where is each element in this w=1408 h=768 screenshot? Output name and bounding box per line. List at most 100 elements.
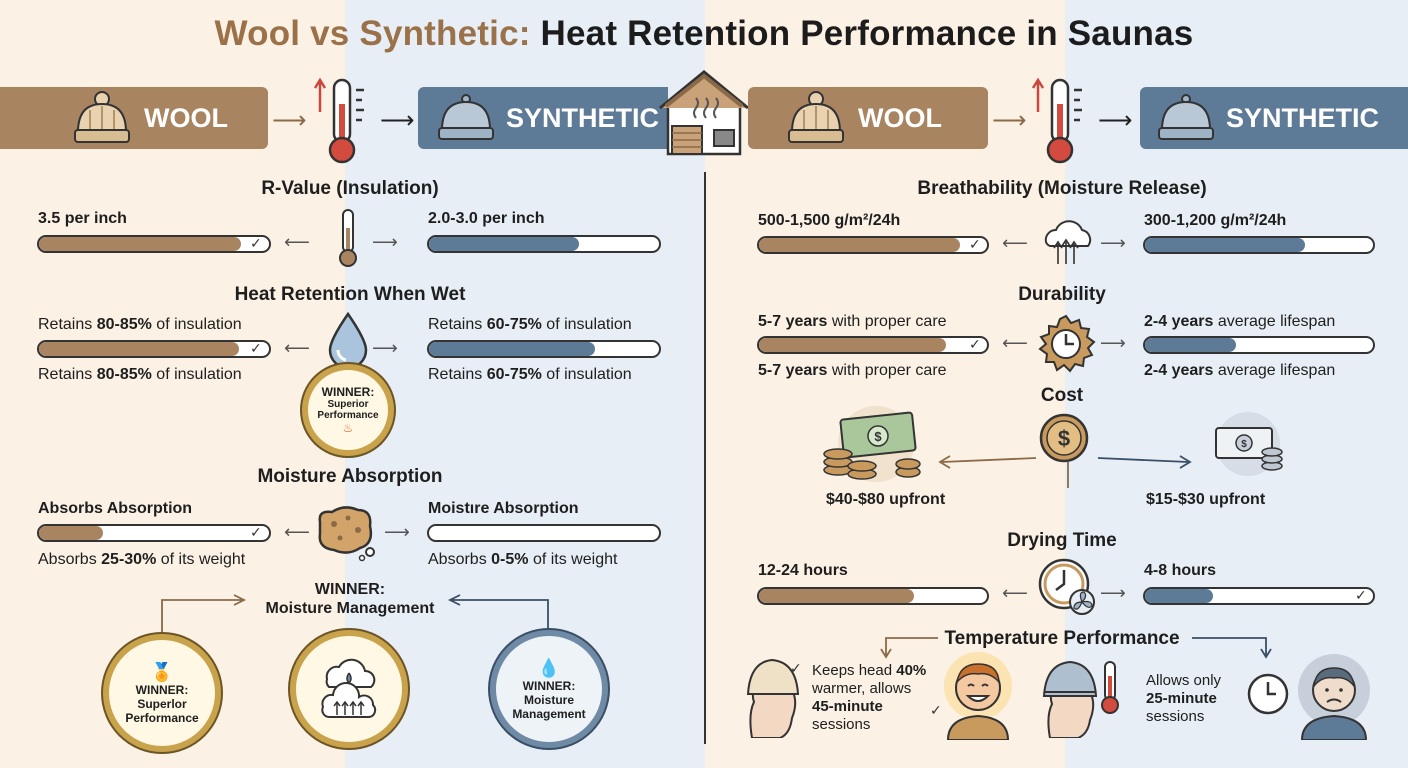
synthetic-hat-icon	[438, 94, 494, 140]
person-wool-hat-icon	[746, 658, 800, 738]
arrow-right-icon: ⟶	[372, 338, 398, 358]
synthetic-drying-text: 4-8 hours	[1144, 562, 1217, 579]
svg-text:$: $	[874, 429, 882, 444]
synthetic-banner-right: SYNTHETIC	[1140, 87, 1408, 149]
rvalue-title: R-Value (Insulation)	[261, 178, 439, 199]
check-icon: ✓	[250, 340, 262, 356]
check-icon: ✓	[930, 702, 942, 718]
arrow-right-icon: ⟶	[384, 522, 410, 542]
arrow-right-icon: ⟶	[372, 232, 398, 252]
wool-wet-text-bottom: Retains 80-85% of insulation	[38, 366, 242, 383]
wool-hat-icon	[788, 91, 844, 143]
wool-rvalue-bar	[37, 235, 271, 253]
water-drop-icon	[328, 312, 368, 370]
clock-icon	[1247, 673, 1289, 715]
winner-medal-cloud	[290, 630, 408, 748]
wool-banner-right: WOOL	[748, 87, 988, 149]
sad-person-icon	[1298, 654, 1370, 740]
arrow-left-icon: ⟵	[284, 338, 310, 358]
wool-moisture-bar	[37, 524, 271, 542]
arrow-left-icon: ⟵	[284, 522, 310, 542]
synthetic-durability-bar	[1143, 336, 1375, 354]
wool-moisture-label: Absorbs Absorption	[38, 500, 193, 517]
winner-connector-arrows	[161, 594, 549, 634]
wool-label: WOOL	[144, 102, 228, 133]
cash-small-icon: $	[1215, 412, 1283, 476]
synthetic-drying-bar	[1143, 587, 1375, 605]
arrow-left-icon: ⟵	[1002, 583, 1028, 603]
arrow-right-icon: ⟶	[1100, 233, 1126, 253]
wool-durability-text-bottom: 5-7 years with proper care	[758, 362, 947, 379]
happy-person-icon	[944, 652, 1012, 740]
arrow-right-icon: ⟶	[380, 107, 415, 134]
synthetic-cost-text: $15-$30 upfront	[1146, 491, 1266, 508]
wool-durability-bar	[757, 336, 989, 354]
wool-breath-text: 500-1,500 g/m²/24h	[758, 212, 901, 229]
flame-icon: ♨	[342, 421, 354, 435]
check-icon: ✓	[969, 336, 981, 352]
synthetic-wet-text-top: Retains 60-75% of insulation	[428, 316, 632, 333]
wool-temp-text: Keeps head 40% warmer, allows 45-minute …	[812, 662, 927, 733]
synthetic-wet-bar	[427, 340, 661, 358]
cost-connector-arrows	[938, 455, 1192, 488]
winner-badge-performance: WINNER: Superior Performance ♨	[302, 364, 394, 456]
moisture-title: Moisture Absorption	[257, 466, 443, 487]
check-icon: ✓	[250, 524, 262, 540]
svg-text:$: $	[1241, 439, 1247, 450]
thermometer-up-icon	[1031, 77, 1082, 164]
ribbon-award-icon: 🏅	[150, 661, 174, 682]
wool-moisture-text: Absorbs 25-30% of its weight	[38, 551, 246, 568]
gear-clock-icon	[1038, 314, 1096, 373]
wool-wet-text-top: Retains 80-85% of insulation	[38, 316, 242, 333]
synthetic-label: SYNTHETIC	[1226, 102, 1380, 133]
synthetic-durability-text-top: 2-4 years average lifespan	[1144, 313, 1336, 330]
wet-title: Heat Retention When Wet	[234, 284, 466, 305]
synthetic-hat-icon	[1158, 94, 1214, 140]
svg-text:$: $	[1058, 426, 1070, 451]
arrow-right-icon: ⟶	[992, 107, 1027, 134]
wool-wet-bar	[37, 340, 271, 358]
temperature-title: Temperature Performance	[944, 628, 1180, 649]
wool-drying-bar	[757, 587, 989, 605]
wool-hat-icon	[74, 91, 130, 143]
winner-moisture-banner: WINNER: Moisture Management	[265, 581, 435, 617]
synthetic-temp-text: Allows only 25-minute sessions	[1146, 672, 1222, 725]
dollar-coin-icon: $	[1039, 413, 1089, 463]
breathability-title: Breathability (Moisture Release)	[917, 178, 1207, 199]
thermometer-icon	[339, 209, 357, 267]
synthetic-rvalue-text: 2.0-3.0 per inch	[428, 210, 545, 227]
cloud-breathable-icon	[1044, 220, 1092, 264]
clock-fan-icon	[1038, 558, 1095, 615]
arrow-left-icon: ⟵	[1002, 233, 1028, 253]
winner-medal-moisture: 💧 WINNER: Moisture Management	[490, 630, 608, 748]
synthetic-moisture-bar	[427, 524, 661, 542]
sponge-icon	[318, 506, 375, 562]
durability-title: Durability	[1018, 284, 1106, 305]
wool-breath-bar	[757, 236, 989, 254]
temp-connector-arrows	[880, 637, 1272, 659]
winner-medal-performance: 🏅 WINNER: Superlor Performance	[103, 634, 221, 752]
synthetic-moisture-text: Absorbs 0-5% of its weight	[428, 551, 618, 568]
arrow-right-icon: ⟶	[1098, 107, 1133, 134]
check-icon: ✓	[1355, 587, 1367, 603]
thermometer-icon	[1101, 661, 1119, 714]
cash-coins-icon: $	[823, 406, 921, 482]
check-icon: ✓	[250, 235, 262, 251]
check-icon: ✓	[790, 660, 802, 676]
synthetic-wet-text-bottom: Retains 60-75% of insulation	[428, 366, 632, 383]
wool-banner-left: WOOL	[0, 87, 268, 149]
water-drop-icon: 💧	[537, 657, 561, 678]
wool-durability-text-top: 5-7 years with proper care	[758, 313, 947, 330]
center-divider	[704, 172, 706, 744]
check-icon: ✓	[969, 236, 981, 252]
arrow-right-icon: ⟶	[1100, 583, 1126, 603]
synthetic-durability-text-bottom: 2-4 years average lifespan	[1144, 362, 1336, 379]
arrow-left-icon: ⟵	[1002, 333, 1028, 353]
page-title: Wool vs Synthetic: Heat Retention Perfor…	[214, 14, 1194, 53]
wool-cost-text: $40-$80 upfront	[826, 491, 946, 508]
wool-label: WOOL	[858, 102, 942, 133]
wool-drying-text: 12-24 hours	[758, 562, 848, 579]
synthetic-rvalue-bar	[427, 235, 661, 253]
arrow-left-icon: ⟵	[284, 232, 310, 252]
synthetic-banner-left: SYNTHETIC	[418, 87, 668, 149]
